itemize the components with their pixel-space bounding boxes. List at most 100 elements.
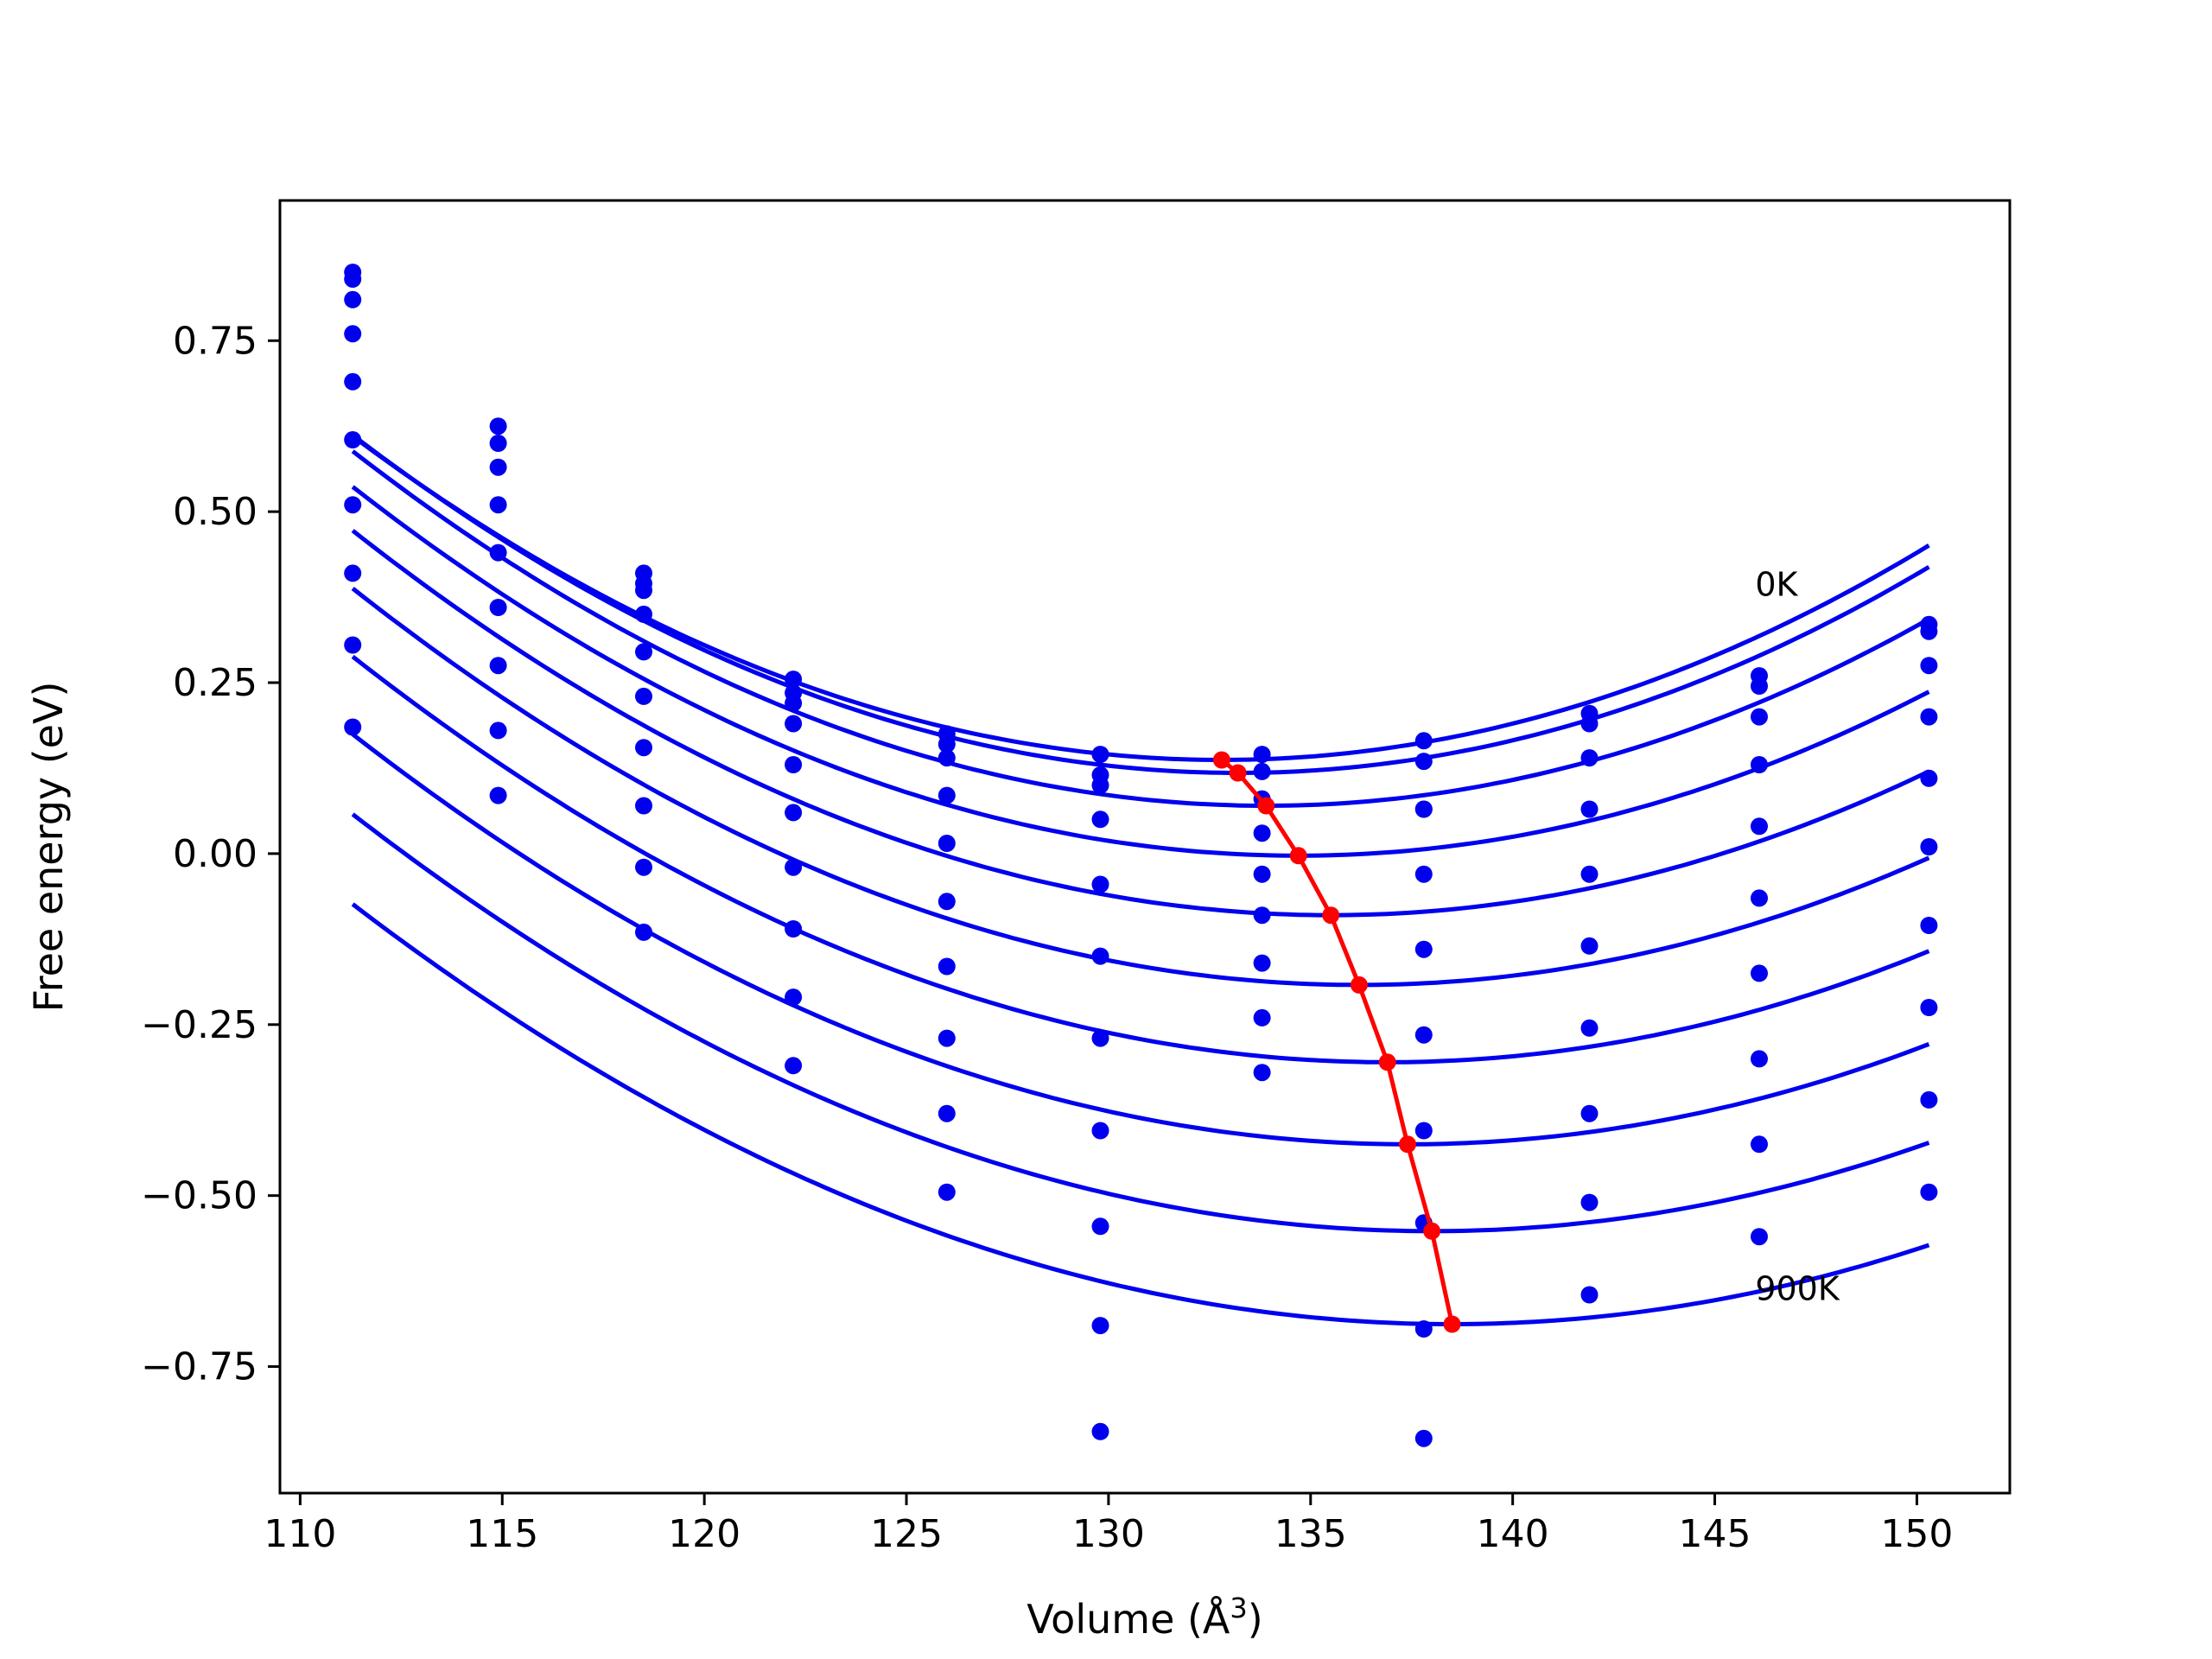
data-point	[938, 749, 956, 767]
data-point	[1920, 657, 1938, 675]
data-point	[1580, 865, 1599, 883]
plot-frame	[278, 199, 2012, 1495]
minima-path	[1212, 751, 1461, 1333]
data-point	[344, 270, 362, 288]
data-point	[1751, 889, 1768, 907]
minimum-point	[1257, 797, 1275, 815]
data-point	[1414, 865, 1433, 883]
minimum-point	[1229, 764, 1247, 782]
data-point	[1253, 865, 1271, 883]
data-point	[1091, 947, 1109, 965]
data-point	[1414, 800, 1433, 818]
data-point	[785, 756, 803, 773]
data-point	[1253, 1008, 1271, 1027]
x-tick-label: 140	[1477, 1512, 1549, 1556]
y-axis-ticks: 0.75 0.50 0.25 0.00 −0.25 −0.50 −0.75	[141, 319, 280, 1389]
y-tick-label: 0.00	[173, 832, 257, 876]
minima-line	[1220, 758, 1454, 1325]
data-point	[1920, 708, 1938, 726]
data-point	[1414, 940, 1433, 958]
data-point	[938, 1104, 956, 1122]
data-point	[489, 458, 507, 476]
fit-curve-9	[351, 902, 1930, 1326]
x-tick-label: 130	[1072, 1512, 1145, 1556]
minimum-point	[1378, 1053, 1396, 1071]
data-point	[1751, 708, 1768, 726]
data-point	[1253, 1064, 1271, 1082]
data-point	[1751, 1050, 1768, 1068]
data-point	[1580, 800, 1599, 818]
temperature-annotations: 0K 900K	[1755, 565, 1840, 1307]
data-point	[1414, 732, 1433, 750]
data-point	[1091, 1317, 1109, 1335]
fit-curve-3	[351, 485, 1930, 858]
data-point	[785, 920, 803, 938]
data-point	[938, 957, 956, 976]
x-axis-label: Volume (Å3)	[1027, 1592, 1262, 1643]
data-point	[1920, 999, 1938, 1016]
data-point	[1253, 824, 1271, 842]
y-tick-label: 0.75	[173, 319, 257, 363]
fit-curve-6	[351, 654, 1930, 1065]
data-point	[938, 835, 956, 852]
data-point	[938, 735, 956, 753]
y-tick-label: 0.25	[173, 661, 257, 705]
data-point	[344, 431, 362, 448]
data-point	[1920, 917, 1938, 934]
y-tick-label: −0.50	[141, 1174, 257, 1218]
x-tick-label: 135	[1274, 1512, 1347, 1556]
x-tick-label: 125	[870, 1512, 943, 1556]
data-point	[1091, 1122, 1109, 1140]
data-point	[938, 1029, 956, 1047]
minimum-point	[1322, 906, 1340, 925]
data-point	[1580, 749, 1599, 767]
data-point	[1414, 753, 1433, 771]
minimum-point	[1289, 847, 1307, 865]
data-point	[1091, 875, 1109, 893]
data-point	[1751, 817, 1768, 836]
data-point	[785, 1057, 803, 1075]
x-tick-label: 145	[1679, 1512, 1751, 1556]
fit-curve-4	[351, 529, 1930, 918]
data-point	[1091, 1217, 1109, 1236]
data-point	[344, 564, 362, 582]
data-point	[635, 797, 652, 815]
data-point	[635, 923, 652, 941]
x-tick-label: 150	[1880, 1512, 1953, 1556]
data-point	[344, 325, 362, 343]
x-tick-label: 115	[466, 1512, 538, 1556]
data-point	[1580, 1286, 1599, 1304]
data-point	[635, 643, 652, 661]
minimum-point	[1399, 1135, 1416, 1154]
y-tick-label: 0.50	[173, 490, 257, 534]
data-point	[1920, 769, 1938, 787]
x-tick-label: 120	[668, 1512, 741, 1556]
data-point	[785, 858, 803, 876]
data-point	[489, 599, 507, 616]
data-point	[1920, 622, 1938, 640]
data-point	[1751, 756, 1768, 773]
data-point	[489, 496, 507, 514]
y-axis-label: Free energy (eV)	[25, 682, 72, 1013]
y-tick-label: −0.75	[141, 1345, 257, 1389]
data-point	[1580, 937, 1599, 955]
data-point	[938, 1183, 956, 1201]
data-point	[1414, 1320, 1433, 1338]
x-tick-label: 110	[264, 1512, 336, 1556]
x-axis-label-superscript: 3	[1230, 1592, 1247, 1624]
data-point	[489, 543, 507, 562]
data-point	[1091, 776, 1109, 794]
data-point	[1580, 715, 1599, 733]
data-point	[635, 582, 652, 600]
data-point	[1414, 1026, 1433, 1044]
data-point	[635, 739, 652, 757]
x-axis-label-text: Volume (Å	[1027, 1596, 1230, 1643]
data-point	[344, 372, 362, 391]
data-point	[1920, 1090, 1938, 1109]
fit-curve-1	[351, 433, 1930, 775]
x-axis-label-suffix: )	[1248, 1596, 1263, 1643]
data-point	[344, 290, 362, 308]
data-point	[489, 417, 507, 435]
data-point	[785, 694, 803, 712]
minimum-point	[1423, 1222, 1441, 1240]
